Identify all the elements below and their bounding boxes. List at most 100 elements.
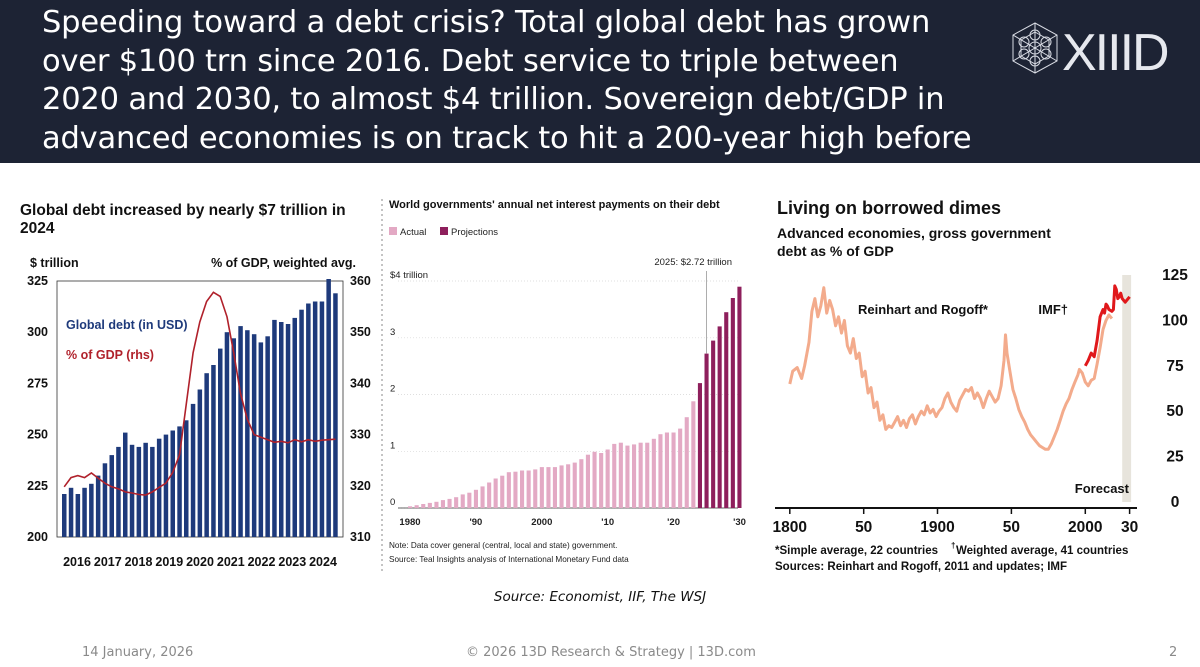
chart2-bar [539,467,544,508]
chart3-forecast-band [1122,275,1132,502]
chart1-bar [204,373,209,537]
chart1-right-axis-label: % of GDP, weighted avg. [211,256,356,270]
chart3-ytick-label: 75 [1166,358,1184,375]
chart2-bar [473,489,478,508]
chart2-bar [658,434,663,508]
chart3-label-rr: Reinhart and Rogoff* [858,302,989,317]
chart1-bar [75,494,81,537]
chart2-ytick-label: 0 [390,497,395,508]
chart1-bar [82,487,87,537]
chart1-bar [211,365,216,537]
chart1-bar [326,279,331,537]
chart2-ytick-label: $4 trillion [390,270,428,281]
chart2-legend-projection: Projections [451,227,498,238]
chart1-xtick-label: 2024 [309,555,337,569]
chart1-y2tick-label: 360 [350,274,371,288]
chart1-bar [177,426,182,537]
chart1-y2tick-label: 320 [350,479,371,493]
chart3-footnote2-mark: † [951,541,955,550]
chart2-bar [487,482,492,508]
chart2-legend-actual: Actual [400,227,426,238]
chart2-source: Source: Teal Insights analysis of Intern… [389,555,629,564]
chart1-xtick-label: 2021 [217,555,245,569]
chart2-bar [506,472,511,508]
chart2-bar [467,492,472,508]
chart3-sources: Sources: Reinhart and Rogoff, 2011 and u… [775,561,1067,573]
interest-payments-chart: World governments' annual net interest p… [380,163,750,581]
chart1-bar [238,326,243,537]
chart2-bar [447,498,452,508]
chart2-bar [520,470,525,508]
chart2-bar [618,442,623,508]
chart2-bar [704,353,709,508]
chart2-bar [632,444,637,508]
chart1-bar [68,487,74,537]
footer-page-number: 2 [1169,645,1178,660]
chart2-bar [566,464,571,508]
chart2-bar [645,442,650,508]
chart2-bar [625,445,630,508]
logo-mark-icon [1012,22,1058,74]
chart1-bar [62,494,67,537]
chart1-bar [245,330,250,537]
chart1-bar [136,446,142,537]
chart1-bar [143,442,148,537]
chart1-bar [109,455,114,537]
chart1-bar [265,336,270,537]
chart1-y2tick-label: 340 [350,376,371,390]
chart1-bar [319,301,325,537]
chart2-ytick-label: 3 [390,327,395,338]
chart2-bar [724,312,729,508]
logo: XIIID [1012,22,1170,82]
chart1-bar [129,444,135,537]
header-banner: Speeding toward a debt crisis? Total glo… [0,0,1200,194]
chart2-bar [460,494,465,508]
chart2-bar [533,469,538,508]
global-debt-chart: Global debt increased by nearly $7 trill… [12,163,374,581]
chart2-bar [572,462,577,508]
chart1-left-axis-label: $ trillion [30,256,79,270]
chart1-bar [292,317,297,537]
chart1-xtick-label: 2022 [248,555,276,569]
chart2-bar [421,504,426,508]
chart1-ytick-label: 275 [27,376,48,390]
chart2-xtick-label: '90 [469,517,482,528]
chart1-title-line1: Global debt increased by nearly $7 trill… [20,202,346,219]
chart2-bar [559,465,564,508]
chart2-bar [599,453,604,508]
chart2-bar [500,475,505,508]
source-line: Source: Economist, IIF, The WSJ [0,589,1200,605]
chart1-legend-line: % of GDP (rhs) [66,348,154,362]
chart3-xtick-label: 50 [1003,519,1020,536]
chart3-subtitle-line1: Advanced economies, gross government [777,225,1051,241]
chart2-bar [697,383,702,508]
chart1-bar [95,475,101,537]
chart3-xtick-label: 1800 [773,519,807,536]
logo-text: XIIID [1062,24,1168,82]
chart2-bar [408,506,413,508]
chart1-xtick-label: 2019 [155,555,183,569]
chart3-title: Living on borrowed dimes [777,198,1001,218]
chart1-y2tick-label: 330 [350,428,371,442]
chart3-xtick-label: 2000 [1068,519,1102,536]
chart1-bar [116,446,121,537]
chart2-legend-projection-swatch [440,227,448,235]
chart2-bar [480,486,485,508]
chart1-bar [197,389,203,537]
chart1-bar [123,432,128,537]
chart1-y2tick-label: 310 [350,530,371,544]
chart2-bar [684,417,689,508]
chart3-xtick-label: 1900 [920,519,954,536]
chart2-bar [730,298,735,508]
chart2-bar [605,449,610,508]
chart1-bar [224,332,230,537]
chart1-bar [184,420,189,537]
chart1-bar [163,434,169,537]
chart3-imf-line [1083,284,1131,367]
chart2-xtick-label: '20 [667,517,680,528]
chart2-bar [651,438,656,508]
chart2-xtick-label: '30 [733,517,746,528]
chart2-ytick-label: 1 [390,440,395,451]
chart3-rr-line [788,286,1114,451]
chart1-y2tick-label: 350 [350,325,371,339]
